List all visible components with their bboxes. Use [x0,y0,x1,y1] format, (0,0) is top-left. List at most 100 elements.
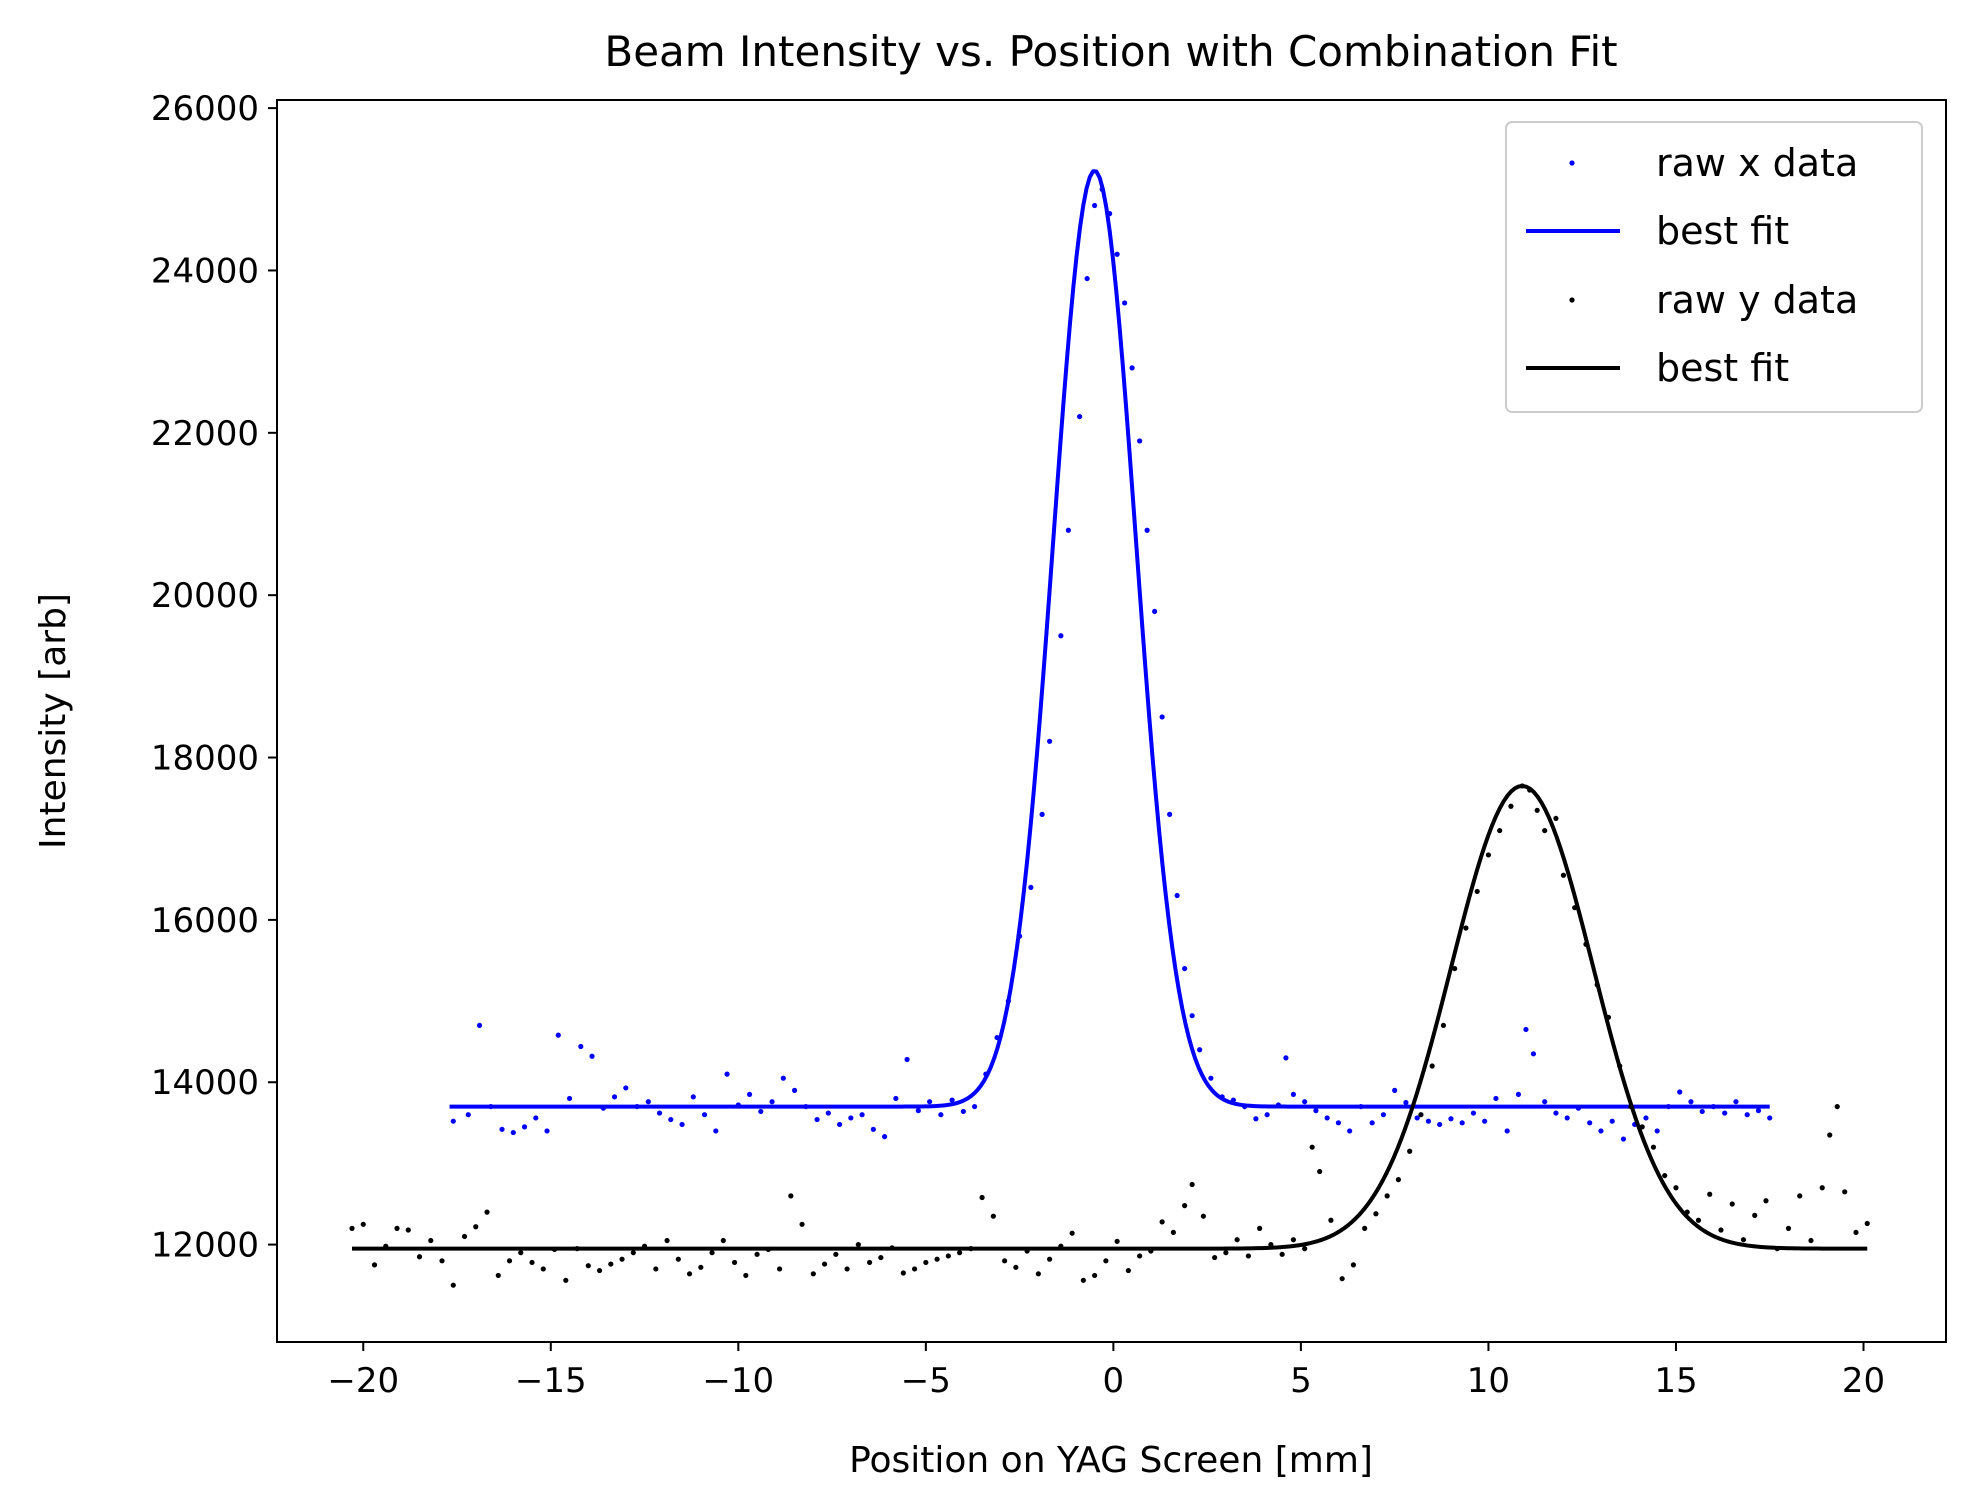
data-point [1493,1095,1499,1102]
data-point [731,1259,738,1266]
data-point [1587,1120,1593,1126]
data-point [611,1094,618,1100]
x-tick-label: 0 [1103,1361,1125,1401]
data-point [664,1237,670,1244]
data-point [405,1227,411,1233]
data-point [911,1266,918,1272]
data-point [960,1108,966,1115]
data-point [589,1053,595,1059]
data-point [957,1250,963,1256]
data-point [1553,815,1559,822]
chart-title: Beam Intensity vs. Position with Combina… [604,27,1617,76]
data-point [1380,1112,1387,1118]
data-point [1200,1213,1206,1219]
data-point [1028,884,1034,891]
data-point [1347,1128,1353,1134]
data-point [881,1134,888,1140]
data-point [1474,888,1480,895]
data-point [1470,1110,1477,1116]
data-point [1564,1115,1570,1121]
data-point [1197,1047,1203,1053]
data-point [904,1056,910,1063]
data-point [1497,827,1503,834]
plot-area [349,169,1870,1288]
data-point [1152,608,1158,615]
data-point [349,1225,355,1231]
data-point [675,1256,681,1262]
data-point [1392,1087,1398,1093]
data-point [1752,1212,1758,1218]
x-tick-label: −5 [901,1361,951,1401]
data-point [544,1128,550,1134]
data-point [1047,738,1053,744]
data-point [1264,1112,1270,1118]
data-point [825,1110,831,1116]
data-point [979,1194,985,1201]
data-point [563,1277,569,1283]
data-point [938,1112,944,1118]
data-point [1827,1132,1833,1138]
y-tick-label: 20000 [151,576,259,616]
data-point [1129,365,1135,371]
data-point [1092,1272,1098,1279]
data-point [1650,1144,1657,1150]
data-point [360,1221,366,1227]
data-point [529,1259,535,1266]
data-point [945,1253,951,1259]
data-point [1182,1203,1188,1209]
data-point [1290,1237,1297,1243]
data-point [1609,1118,1615,1124]
data-point [1395,1177,1402,1183]
data-point [758,1108,764,1115]
data-point [506,1258,513,1264]
y-tick-label: 26000 [151,89,259,129]
data-point [1137,438,1143,444]
data-point [1662,1172,1668,1179]
data-point [1290,1091,1297,1098]
data-point [679,1121,685,1128]
data-point [900,1270,906,1276]
data-point [743,1272,749,1279]
data-point [769,1099,775,1105]
data-point [555,1032,561,1038]
data-point [1785,1225,1792,1231]
data-point [1013,1264,1019,1270]
data-point [1448,1116,1454,1122]
data-point [926,1099,933,1105]
data-point [1309,1144,1315,1150]
series-raw-y-data-2 [349,783,1870,1288]
data-point [623,1085,629,1091]
legend: raw x data best fit raw y data best fit [1505,121,1923,413]
y-axis-title: Intensity [arb] [33,593,74,849]
data-point [1283,1055,1289,1061]
data-point [949,1097,955,1103]
data-point [1437,1121,1443,1128]
data-point [1328,1217,1334,1223]
x-tick-label: −20 [327,1361,399,1401]
data-point [780,1075,786,1081]
data-point [1763,1198,1769,1204]
data-point [499,1126,505,1132]
data-point [690,1094,696,1100]
x-axis-title: Position on YAG Screen [mm] [849,1440,1373,1481]
data-point [791,1087,798,1093]
data-point [855,1241,861,1248]
data-point [1002,1258,1008,1264]
data-point [596,1267,603,1274]
data-point [859,1112,865,1118]
x-tick-label: −15 [515,1361,587,1401]
data-point [1707,1191,1713,1197]
data-point [810,1271,816,1277]
data-point [1429,1063,1435,1069]
y-tick-label: 24000 [151,251,259,291]
data-point [1542,827,1548,834]
data-point [1452,965,1458,972]
x-axis: −20 −15 −10 −5 0 5 10 15 20 [327,1342,1885,1401]
data-point [653,1266,659,1272]
data-point [1485,852,1492,858]
data-point [566,1095,573,1102]
data-point [495,1272,501,1279]
data-point [923,1259,929,1266]
data-point [915,1108,921,1114]
data-point [893,1095,899,1102]
